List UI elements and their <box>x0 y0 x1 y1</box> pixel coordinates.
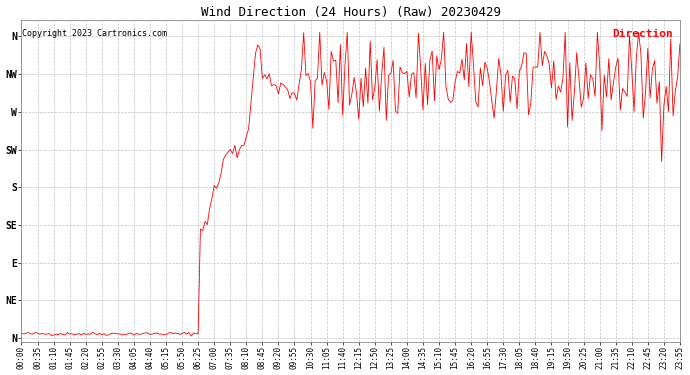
Direction <box>187 334 195 338</box>
Direction <box>602 94 611 99</box>
Direction <box>315 30 324 34</box>
Direction <box>586 72 595 77</box>
Line: Direction: Direction <box>21 32 680 336</box>
Direction <box>623 94 631 99</box>
Direction <box>355 117 363 121</box>
Text: Copyright 2023 Cartronics.com: Copyright 2023 Cartronics.com <box>22 29 167 38</box>
Direction <box>75 332 83 336</box>
Direction <box>676 42 684 46</box>
Direction <box>17 331 26 336</box>
Direction <box>575 76 583 81</box>
Title: Wind Direction (24 Hours) (Raw) 20230429: Wind Direction (24 Hours) (Raw) 20230429 <box>201 6 501 18</box>
Text: Direction: Direction <box>613 29 673 39</box>
